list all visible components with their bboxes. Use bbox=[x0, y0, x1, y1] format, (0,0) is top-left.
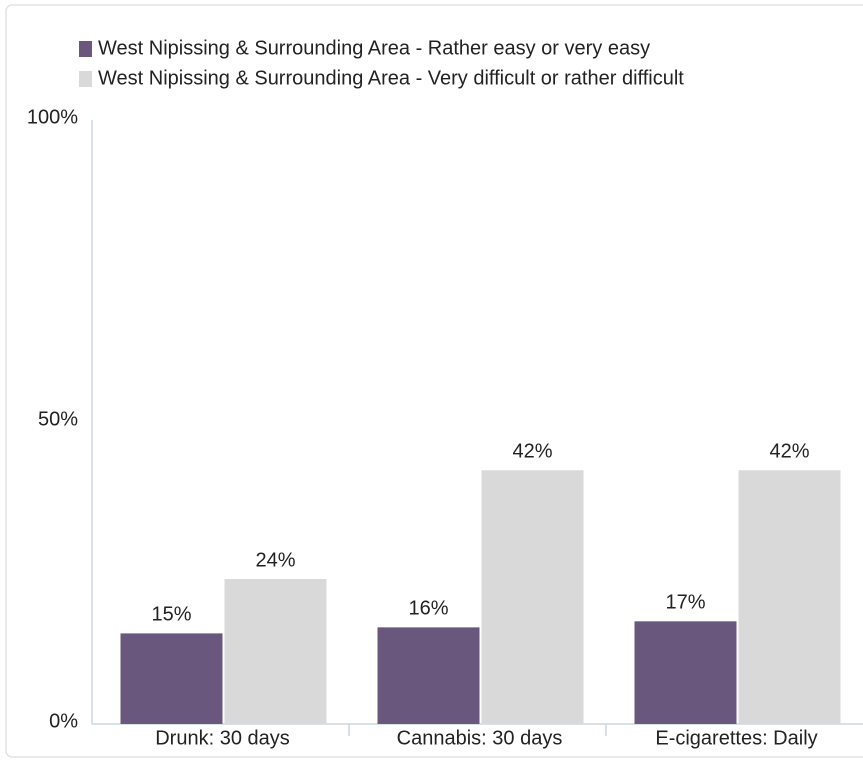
x-tick-label: Drunk: 30 days bbox=[155, 727, 290, 749]
bar bbox=[224, 579, 327, 724]
value-label: 24% bbox=[255, 549, 295, 571]
value-label: 16% bbox=[408, 598, 448, 620]
value-label: 42% bbox=[512, 441, 552, 463]
x-tick-label: Cannabis: 30 days bbox=[397, 727, 563, 749]
frame bbox=[5, 4, 863, 758]
legend-label: West Nipissing & Surrounding Area - Rath… bbox=[98, 37, 650, 59]
y-tick-label: 0% bbox=[49, 710, 78, 732]
value-label: 17% bbox=[665, 592, 705, 614]
bar bbox=[120, 633, 223, 724]
legend-label: West Nipissing & Surrounding Area - Very… bbox=[98, 67, 684, 89]
value-label: 15% bbox=[151, 604, 191, 626]
legend-swatch bbox=[79, 41, 92, 57]
x-tick-label: E-cigarettes: Daily bbox=[655, 727, 817, 749]
y-tick-label: 50% bbox=[38, 408, 78, 430]
bar bbox=[377, 627, 480, 724]
value-label: 42% bbox=[769, 441, 809, 463]
bar bbox=[738, 470, 841, 724]
legend-swatch bbox=[79, 71, 92, 87]
bar bbox=[634, 621, 737, 724]
bar bbox=[481, 470, 584, 724]
y-tick-label: 100% bbox=[27, 106, 78, 128]
